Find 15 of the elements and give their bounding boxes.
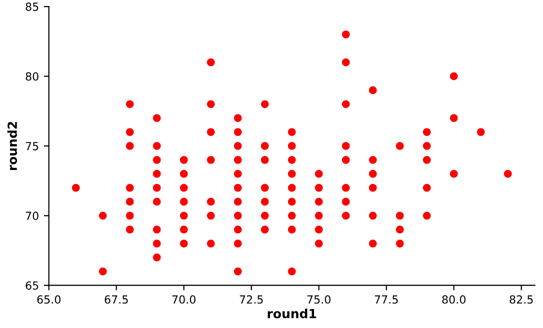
x-tick-label: 67.5	[104, 295, 128, 304]
x-tick-label: 80.0	[442, 295, 466, 304]
x-tick-label: 65.0	[37, 295, 60, 304]
x-tick-label: 70.0	[172, 295, 196, 304]
x-tick-label: 72.5	[240, 295, 263, 304]
y-tick-label: 70	[26, 212, 38, 220]
y-tick-label: 75	[26, 142, 38, 150]
y-tick-label: 65	[26, 281, 38, 290]
y-tick-label: 85	[26, 2, 38, 11]
x-tick-label: 77.5	[374, 295, 398, 304]
y-tick-label: 80	[26, 72, 38, 81]
x-tick-label: 75.0	[307, 295, 330, 304]
x-tick-label: 82.5	[510, 295, 533, 304]
y-axis-title: round2	[7, 122, 18, 170]
x-axis-title: round1	[268, 308, 316, 318]
